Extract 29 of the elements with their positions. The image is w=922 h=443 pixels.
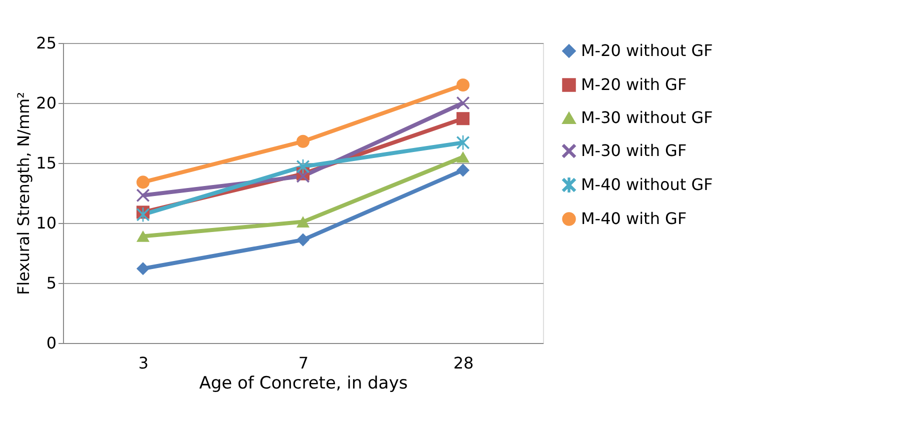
legend-label: M-40 without GF xyxy=(581,175,713,194)
x-axis-title: Age of Concrete, in days xyxy=(199,374,408,394)
point xyxy=(136,262,150,276)
y-tick-label: 15 xyxy=(36,154,56,172)
point xyxy=(456,96,470,110)
y-axis-title: Flexural Strength, N/mm² xyxy=(14,92,34,296)
point xyxy=(456,78,470,92)
point xyxy=(136,188,150,202)
y-tick-label: 10 xyxy=(36,214,56,232)
x-tick-label: 28 xyxy=(453,354,474,372)
x-tick-label: 3 xyxy=(138,354,149,372)
y-tick-label: 5 xyxy=(46,274,56,292)
point xyxy=(296,233,310,246)
legend-label: M-30 without GF xyxy=(581,108,713,127)
point xyxy=(456,151,470,163)
y-tick-label: 25 xyxy=(36,34,56,52)
y-tick-label: 0 xyxy=(46,334,56,352)
y-tick-label: 20 xyxy=(36,94,56,112)
legend-label: M-40 with GF xyxy=(581,209,687,228)
legend-label: M-20 with GF xyxy=(581,75,687,94)
point xyxy=(456,164,470,177)
point xyxy=(456,112,470,126)
point xyxy=(136,230,150,242)
x-tick-label: 7 xyxy=(298,354,309,372)
legend-label: M-30 with GF xyxy=(581,141,687,160)
point xyxy=(296,134,310,148)
legend-label: M-20 without GF xyxy=(581,41,713,60)
point xyxy=(136,176,150,189)
point xyxy=(296,216,310,228)
